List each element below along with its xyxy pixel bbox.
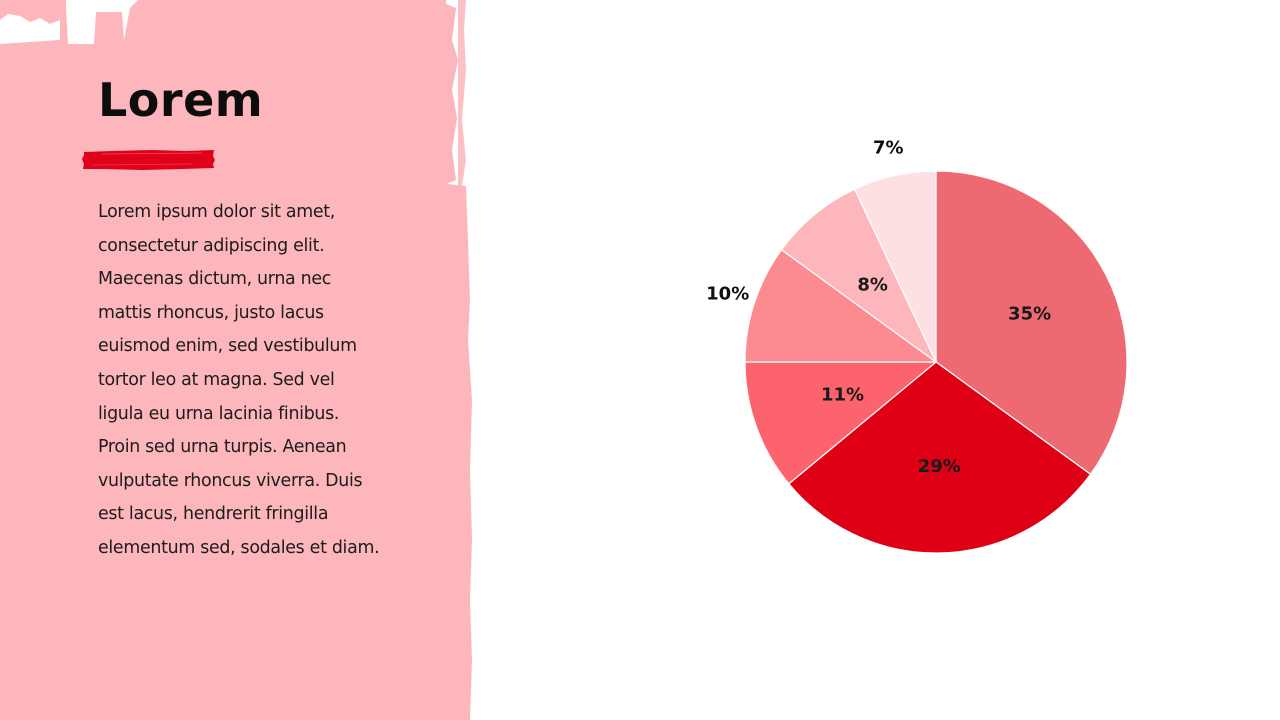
title-underline-brush: [82, 148, 216, 172]
pie-chart: 35% 29% 11% 10% 8% 7%: [480, 0, 1280, 720]
pie-label-35: 35%: [1008, 303, 1051, 324]
pie-slice-35: [935, 170, 1128, 476]
pie-label-10: 10%: [706, 283, 749, 304]
pie-label-29: 29%: [918, 456, 961, 477]
pie-slice-11: [744, 361, 938, 485]
left-panel: [0, 0, 480, 720]
pie-slice-8: [780, 188, 937, 363]
slide-title: Lorem: [98, 73, 264, 127]
pie-chart-svg: 35% 29% 11% 10% 8% 7%: [706, 137, 1128, 554]
pie-slice-7: [853, 170, 937, 363]
pie-label-11: 11%: [821, 385, 864, 406]
pie-slice-10: [744, 248, 938, 363]
pie-slices: [744, 170, 1128, 554]
pie-label-7: 7%: [873, 137, 904, 158]
pie-labels: 35% 29% 11% 10% 8% 7%: [706, 137, 1051, 477]
brush-panel-shape: [0, 0, 472, 720]
pie-label-8: 8%: [857, 274, 888, 295]
body-paragraph: Lorem ipsum dolor sit amet, consectetur …: [98, 202, 380, 558]
pie-slice-29: [787, 361, 1092, 554]
